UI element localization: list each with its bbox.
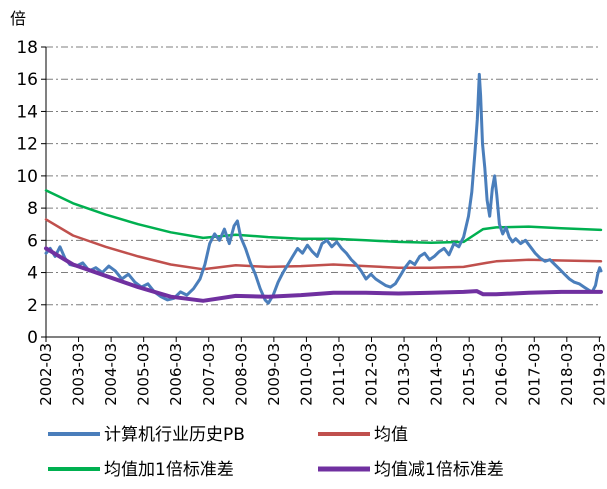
x-tick-label-2010-03: 2010-03 bbox=[297, 343, 315, 406]
y-tick-label-4: 4 bbox=[27, 264, 38, 284]
x-tick-label-2002-03: 2002-03 bbox=[37, 343, 55, 406]
x-tick-label-2004-03: 2004-03 bbox=[102, 343, 120, 406]
x-tick-label-2017-03: 2017-03 bbox=[525, 343, 543, 406]
x-tick-label-2019-03: 2019-03 bbox=[590, 343, 607, 406]
y-tick-label-16: 16 bbox=[16, 70, 38, 90]
y-tick-label-18: 18 bbox=[16, 38, 38, 58]
series-line-3 bbox=[44, 246, 603, 303]
gridlines bbox=[46, 46, 601, 306]
y-tick-label-14: 14 bbox=[16, 102, 38, 122]
x-tick-label-2012-03: 2012-03 bbox=[363, 343, 381, 406]
x-tick-label-2006-03: 2006-03 bbox=[167, 343, 185, 406]
y-tick-label-10: 10 bbox=[16, 167, 38, 187]
axes bbox=[41, 46, 601, 342]
y-tick-label-6: 6 bbox=[27, 231, 38, 251]
y-tick-label-12: 12 bbox=[16, 135, 38, 155]
y-tick-label-0: 0 bbox=[27, 328, 38, 348]
x-tick-labels: 2002-03 2003-03 2004-03 2005-03 2006-03 2007-… bbox=[37, 343, 607, 406]
x-tick-label-2003-03: 2003-03 bbox=[70, 343, 88, 406]
x-tick-label-2018-03: 2018-03 bbox=[558, 343, 576, 406]
series-line-1 bbox=[44, 218, 603, 271]
y-tick-label-8: 8 bbox=[27, 199, 38, 219]
x-tick-label-2007-03: 2007-03 bbox=[200, 343, 218, 406]
series-line-2 bbox=[44, 189, 603, 245]
y-tick-labels: 0 2 4 6 8 10 12 14 16 18 bbox=[16, 38, 38, 348]
y-unit-label: 倍 bbox=[10, 9, 26, 28]
x-tick-label-2014-03: 2014-03 bbox=[428, 343, 446, 406]
series-lines bbox=[44, 72, 603, 305]
series-line-0 bbox=[44, 72, 603, 305]
x-tick-label-2005-03: 2005-03 bbox=[135, 343, 153, 406]
x-tick-label-2013-03: 2013-03 bbox=[395, 343, 413, 406]
x-tick-label-2016-03: 2016-03 bbox=[493, 343, 511, 406]
x-tick-label-2015-03: 2015-03 bbox=[460, 343, 478, 406]
x-tick-label-2011-03: 2011-03 bbox=[330, 343, 348, 406]
legend-label-1: 均值 bbox=[374, 425, 408, 445]
legend-label-0: 计算机行业历史PB bbox=[104, 425, 245, 445]
x-tick-label-2008-03: 2008-03 bbox=[232, 343, 250, 406]
legend-label-2: 均值加1倍标准差 bbox=[104, 460, 234, 480]
y-tick-label-2: 2 bbox=[27, 296, 38, 316]
legend-label-3: 均值减1倍标准差 bbox=[374, 460, 504, 480]
x-tick-label-2009-03: 2009-03 bbox=[265, 343, 283, 406]
